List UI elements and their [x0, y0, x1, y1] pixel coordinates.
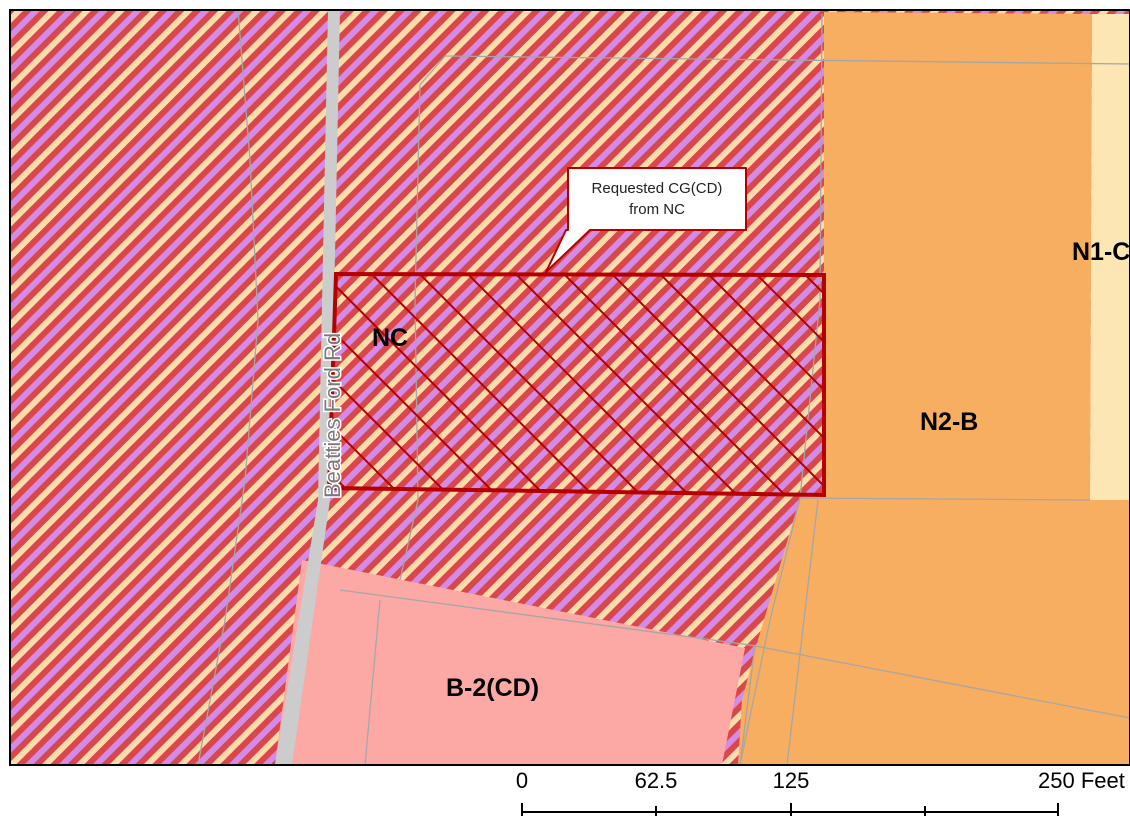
scale-label-0: 0 — [516, 768, 528, 793]
callout-line-1: Requested CG(CD) — [592, 180, 723, 197]
zone-label-nc: NC — [372, 324, 408, 352]
callout-line-2: from NC — [629, 201, 685, 218]
requested-parcel — [326, 271, 826, 498]
b2cd-zone — [275, 560, 745, 765]
n1c-zone — [1090, 14, 1130, 500]
zone-label-b2cd: B-2(CD) — [446, 674, 539, 702]
scale-label-250: 250 Feet — [1038, 768, 1125, 793]
scale-bar: 0 62.5 125 250 Feet — [516, 768, 1125, 816]
zone-label-n1c: N1-C — [1072, 238, 1130, 266]
road — [275, 10, 340, 765]
parcel-lines — [197, 10, 1130, 765]
scale-label-125: 125 — [773, 768, 810, 793]
n2b-zone — [738, 12, 1130, 765]
road-label: Beatties Ford Rd — [320, 333, 345, 498]
scale-label-62-5: 62.5 — [635, 768, 678, 793]
request-callout: Requested CG(CD) from NC — [545, 167, 747, 273]
map-frame — [9, 9, 1130, 766]
zone-label-n2b: N2-B — [920, 408, 978, 436]
